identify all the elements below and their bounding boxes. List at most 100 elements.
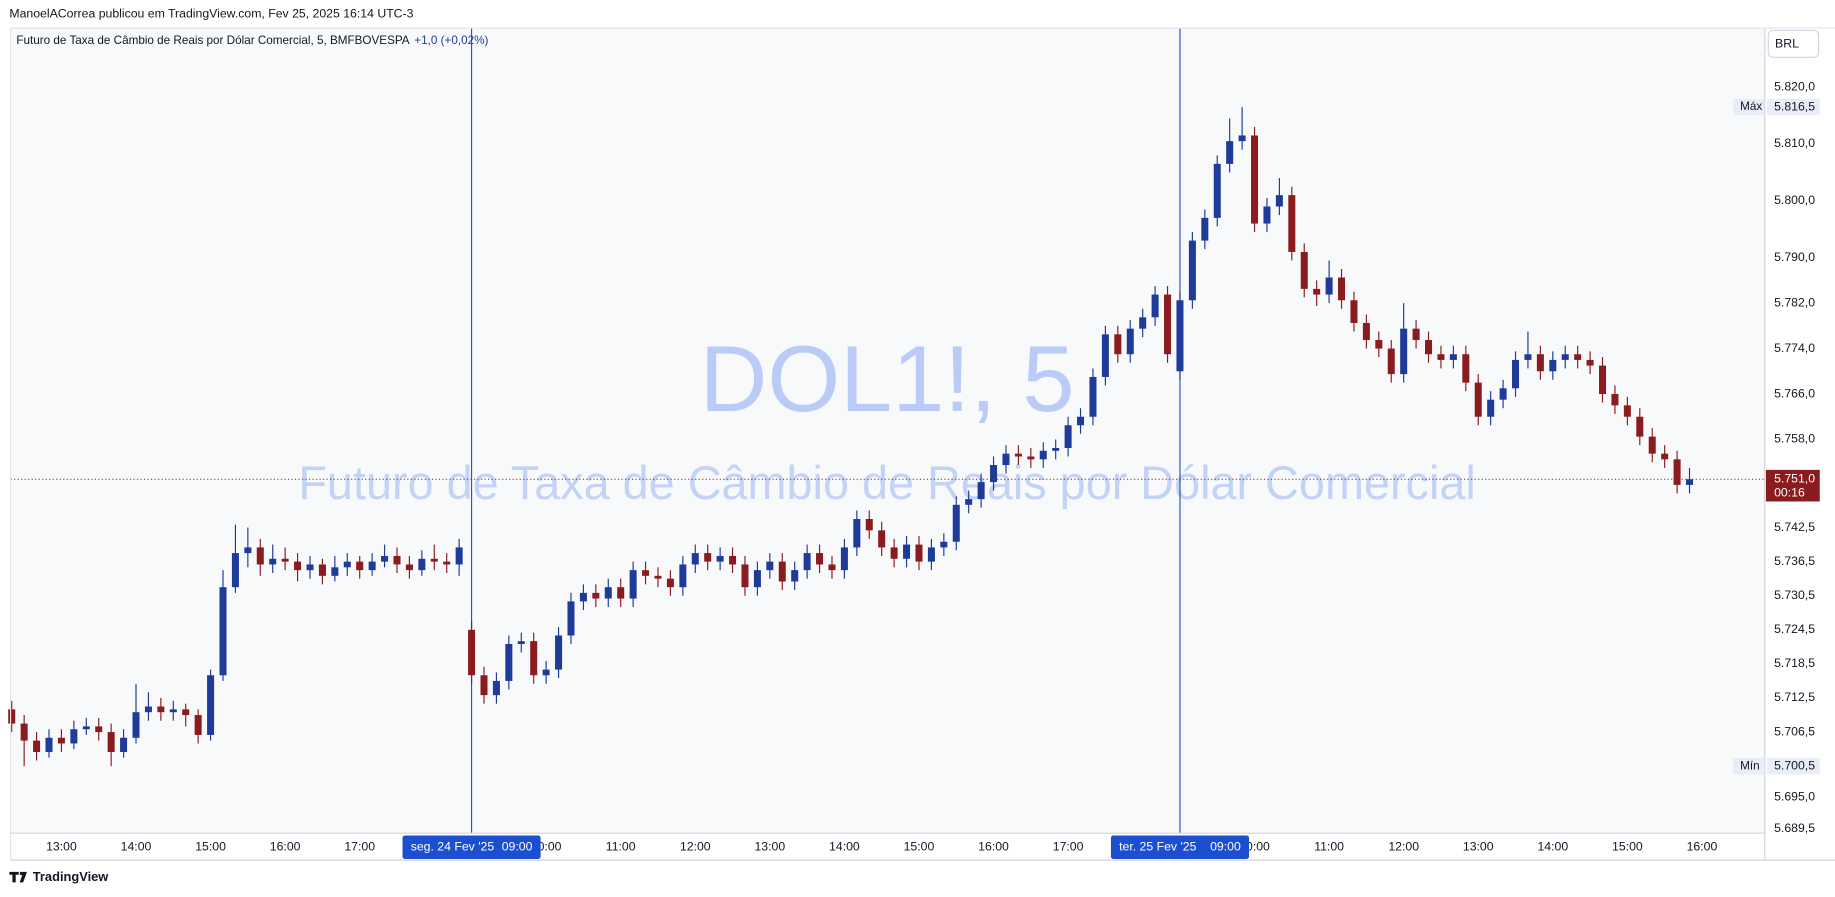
candle-body [1064, 425, 1072, 448]
y-tick-label: 5.790,0 [1774, 250, 1815, 264]
x-tick-label: 11:00 [1314, 840, 1344, 854]
y-tick-label: 5.758,0 [1774, 432, 1815, 446]
candle-body [418, 558, 426, 571]
candle-body [393, 555, 401, 565]
candle-body [1487, 399, 1495, 417]
watermark: DOL1!, 5 Futuro de Taxa de Câmbio de Rea… [298, 326, 1475, 509]
candle-body [965, 499, 973, 505]
y-tick-label: 5.730,5 [1774, 588, 1815, 602]
session-time: 09:00 [502, 840, 533, 854]
x-tick-label: 14:00 [121, 840, 152, 854]
candle-body [1524, 354, 1532, 360]
candle-body [1512, 359, 1520, 389]
candle-body [1536, 354, 1544, 372]
candle-body [82, 726, 90, 730]
countdown-label: 00:16 [1774, 486, 1805, 500]
candle-body [1114, 334, 1122, 355]
y-tick-label: 5.800,0 [1774, 193, 1815, 207]
candle-body [1338, 277, 1346, 301]
x-tick-label: 15:00 [195, 840, 226, 854]
candle-body [1313, 288, 1321, 295]
candle-body [778, 561, 786, 582]
candle-body [1462, 354, 1470, 383]
candle-body [1400, 328, 1408, 375]
candle-body [1039, 450, 1047, 460]
candle-body [231, 553, 239, 588]
candle-body [666, 578, 674, 588]
candle-body [294, 561, 302, 571]
tradingview-logo [9, 871, 27, 883]
candle-body [1586, 359, 1594, 366]
candle-body [430, 558, 438, 562]
session-date: seg. 24 Fev '25 [411, 840, 495, 854]
y-tick-label: 5.766,0 [1774, 386, 1815, 400]
candle-body [405, 564, 413, 571]
candle-body [542, 669, 550, 676]
candle-body [803, 553, 811, 571]
session-marker-box [1110, 835, 1250, 859]
currency-box[interactable] [1767, 29, 1820, 58]
x-tick-label: 17:00 [1053, 840, 1084, 854]
y-tick-label: 5.774,0 [1774, 341, 1815, 355]
candle-body [828, 564, 836, 571]
candle-body [878, 530, 886, 548]
candle-body [107, 732, 115, 752]
candle-body [8, 709, 16, 724]
y-tick-label: 5.712,5 [1774, 690, 1815, 704]
x-tick-label: 16:00 [978, 840, 1009, 854]
x-tick-label: 13:00 [754, 840, 785, 854]
candle-body [132, 712, 140, 738]
x-tick-label: 17:00 [344, 840, 375, 854]
candle-body [1499, 388, 1507, 400]
candle-body [1002, 453, 1010, 466]
y-tick-label: 5.810,0 [1774, 136, 1815, 150]
x-tick-label: 16:00 [1687, 840, 1718, 854]
candle-body [244, 547, 252, 554]
candle-body [753, 570, 761, 588]
candle-body [182, 709, 190, 716]
x-tick-label: 14:00 [1537, 840, 1568, 854]
candle-body [1673, 459, 1681, 485]
extreme-name: Máx [1740, 100, 1762, 113]
price-change: +1,0 (+0,02%) [414, 34, 488, 47]
candle-body [654, 575, 662, 579]
extreme-name-box [1733, 98, 1764, 116]
candle-body [1300, 251, 1308, 289]
candle-body [853, 519, 861, 548]
candle-body [927, 547, 935, 562]
x-tick-label: 16:00 [270, 840, 301, 854]
candle-body [343, 561, 351, 568]
candle-body [1412, 328, 1420, 341]
candle-body [840, 547, 848, 571]
last-price-box [1765, 469, 1820, 502]
candle-body [1014, 453, 1022, 457]
extreme-value-label: 5.700,5 [1774, 758, 1815, 772]
y-tick-label: 5.718,5 [1774, 656, 1815, 670]
candle-body [468, 629, 476, 676]
candle-body [1599, 365, 1607, 395]
extreme-value-box [1767, 757, 1820, 775]
candle-body [45, 737, 53, 752]
candle-body [1027, 456, 1035, 460]
session-date: ter. 25 Fev '25 [1119, 840, 1197, 854]
candle-body [903, 544, 911, 559]
candle-body [1188, 240, 1196, 301]
candle-body [915, 544, 923, 562]
candle-body [1686, 479, 1694, 485]
candle-body [256, 547, 264, 565]
candle-body [95, 726, 103, 733]
candle-body [1648, 436, 1656, 454]
candle-body [729, 555, 737, 565]
candle-body [1449, 354, 1457, 360]
candle-body [1425, 340, 1433, 355]
candle-body [1126, 328, 1134, 355]
plot-area [10, 28, 1765, 834]
candle-body [1549, 359, 1557, 372]
currency[interactable]: BRL [1775, 37, 1799, 51]
candle-body [1238, 135, 1246, 142]
candle-body [555, 635, 563, 670]
candle-body [642, 570, 650, 576]
candle-body [567, 601, 575, 636]
candle-body [1139, 317, 1147, 329]
candle-body [1437, 354, 1445, 360]
